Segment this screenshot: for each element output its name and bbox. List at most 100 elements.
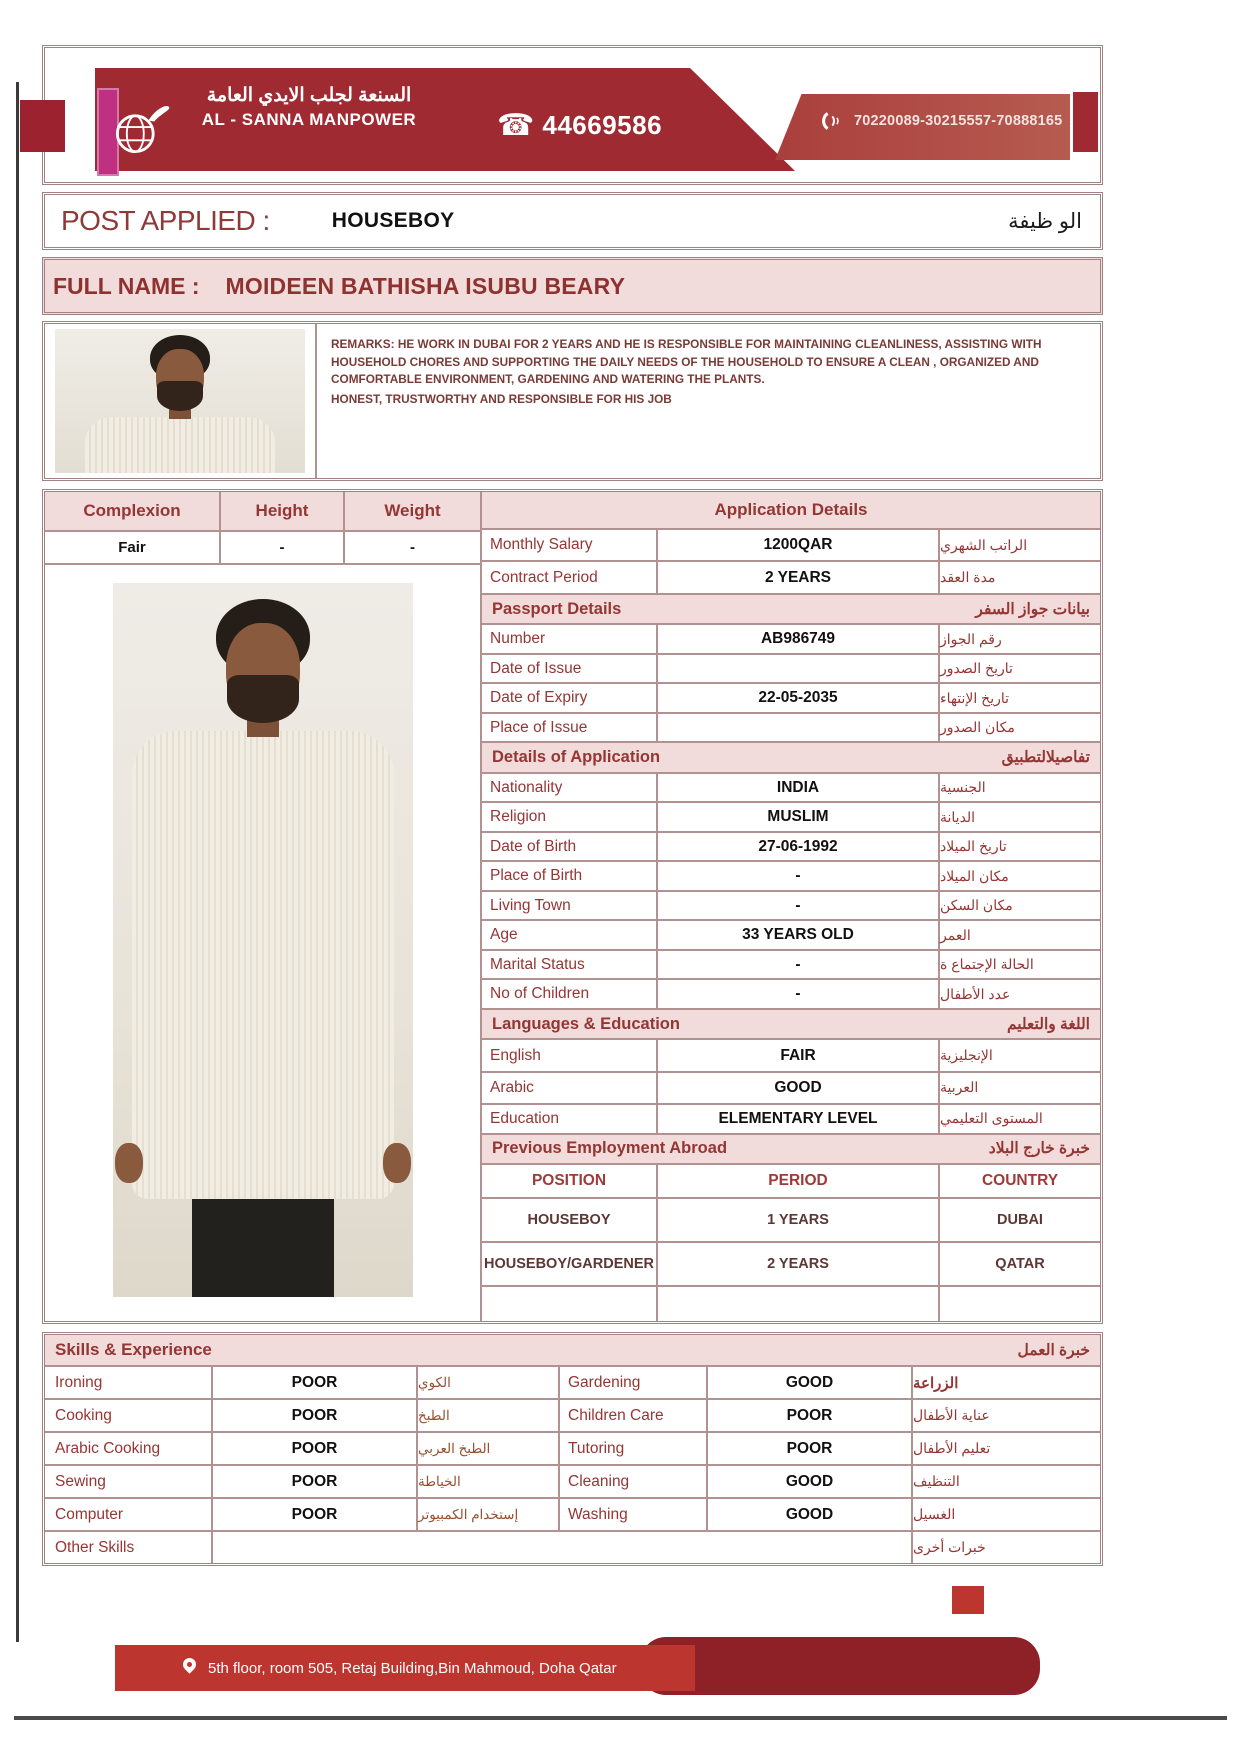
- field-label-arabic: الإنجليزية: [940, 1047, 993, 1064]
- other-skills-row: Other Skills خبرات أخرى: [45, 1532, 1100, 1563]
- field-value: INDIA: [658, 773, 940, 802]
- skill-rating: POOR: [213, 1499, 418, 1530]
- skill-label-arabic: الطبخ العربي: [418, 1433, 560, 1464]
- skills-title-arabic: خبرة العمل: [1017, 1341, 1090, 1359]
- footer-decor-square: [952, 1586, 984, 1614]
- table-row: Nationality INDIA الجنسية: [482, 773, 1100, 804]
- decor-magenta-bar: [97, 88, 119, 176]
- skill-label-arabic: الخياطة: [418, 1466, 560, 1497]
- field-label: Monthly Salary: [482, 530, 658, 561]
- skill-label-arabic: عناية الأطفال: [913, 1407, 990, 1423]
- position-value: HOUSEBOY/GARDENER: [482, 1243, 658, 1285]
- skill-label: Gardening: [560, 1367, 708, 1398]
- section-title-arabic: خبرة خارج البلاد: [988, 1140, 1090, 1158]
- employment-row-empty: [482, 1286, 1100, 1321]
- skills-row: Cooking POOR الطبخ Children Care POOR عن…: [45, 1400, 1100, 1433]
- field-label-arabic: مكان الصدور: [940, 719, 1015, 736]
- mobile-phone-icon: [822, 112, 839, 130]
- candidate-photo-large: [112, 583, 413, 1297]
- field-label: Date of Issue: [482, 654, 658, 683]
- field-label-arabic: عدد الأطفال: [940, 985, 1011, 1002]
- skill-label: Computer: [45, 1499, 213, 1530]
- field-value: [658, 713, 940, 742]
- skill-label: Other Skills: [45, 1532, 213, 1563]
- skills-row: Computer POOR إستخدام الكمبيوتر Washing …: [45, 1499, 1100, 1532]
- field-label: Arabic: [482, 1072, 658, 1104]
- remarks-section: REMARKS: HE WORK IN DUBAI FOR 2 YEARS AN…: [42, 321, 1103, 481]
- field-label: Living Town: [482, 891, 658, 920]
- scan-edge-line: [16, 82, 19, 1642]
- post-applied-value: HOUSEBOY: [331, 209, 455, 232]
- period-value: 2 YEARS: [658, 1243, 940, 1285]
- height-value: -: [221, 532, 345, 563]
- complexion-value: Fair: [45, 532, 221, 563]
- employment-column-headers: POSITION PERIOD COUNTRY: [482, 1165, 1100, 1200]
- remarks-line2: HONEST, TRUSTWORTHY AND RESPONSIBLE FOR …: [331, 392, 672, 407]
- field-value: [658, 654, 940, 683]
- languages-education-header: Languages & Education اللغة والتعليم: [482, 1009, 1100, 1041]
- period-header: PERIOD: [658, 1165, 940, 1198]
- skill-label-arabic: الغسيل: [913, 1506, 956, 1522]
- field-label: Contract Period: [482, 562, 658, 593]
- footer-address: 5th floor, room 505, Retaj Building,Bin …: [208, 1659, 617, 1677]
- field-label-arabic: مدة العقد: [940, 569, 996, 586]
- company-name: AL - SANNA MANPOWER: [201, 110, 417, 129]
- table-row: Religion MUSLIM الديانة: [482, 803, 1100, 833]
- full-name-row: FULL NAME : MOIDEEN BATHISHA ISUBU BEARY: [42, 257, 1103, 315]
- country-value: DUBAI: [997, 1212, 1043, 1229]
- details-of-application-header: Details of Application تفاصيلالتطبيق: [482, 743, 1100, 774]
- field-label: Date of Expiry: [482, 684, 658, 712]
- skill-rating: POOR: [213, 1367, 418, 1398]
- table-row: Age 33 YEARS OLD العمر: [482, 921, 1100, 951]
- skill-rating: POOR: [213, 1433, 418, 1464]
- weight-header: Weight: [384, 501, 441, 520]
- section-title-arabic: اللغة والتعليم: [1006, 1015, 1090, 1033]
- company-name-arabic: السنعة لجلب الايدي العامة: [206, 85, 412, 106]
- skills-header: Skills & Experience خبرة العمل: [45, 1335, 1100, 1367]
- passport-details-header: Passport Details بيانات جواز السفر: [482, 594, 1100, 626]
- section-title-arabic: تفاصيلالتطبيق: [1001, 749, 1090, 767]
- previous-employment-header: Previous Employment Abroad خبرة خارج الب…: [482, 1134, 1100, 1166]
- skill-label: Cleaning: [560, 1466, 708, 1497]
- field-label-arabic: الجنسية: [940, 779, 986, 796]
- field-value: -: [658, 891, 940, 920]
- skill-label-arabic: خبرات أخرى: [913, 1539, 986, 1555]
- post-applied-row: POST APPLIED : HOUSEBOY الو ظيفة: [42, 192, 1103, 250]
- table-row: Number AB986749 رقم الجواز: [482, 625, 1100, 655]
- skill-label-arabic: الطبخ: [418, 1400, 560, 1431]
- application-details-header: Application Details: [482, 492, 1100, 531]
- weight-value: -: [410, 539, 415, 556]
- field-label-arabic: رقم الجواز: [940, 630, 1002, 647]
- table-row: Marital Status - الحالة الإجتماع ة: [482, 950, 1100, 981]
- physical-header-row: Complexion Height Weight: [45, 492, 480, 532]
- skill-rating: GOOD: [708, 1499, 913, 1530]
- field-label: Marital Status: [482, 950, 658, 979]
- skill-label: Washing: [560, 1499, 708, 1530]
- field-label: Education: [482, 1105, 658, 1133]
- location-pin-icon: [180, 1654, 199, 1674]
- company-brand: السنعة لجلب الايدي العامة AL - SANNA MAN…: [173, 84, 445, 130]
- post-applied-label: POST APPLIED :: [61, 205, 270, 236]
- section-title: Passport Details: [492, 599, 622, 618]
- field-value: 33 YEARS OLD: [658, 921, 940, 949]
- skills-section: Skills & Experience خبرة العمل Ironing P…: [42, 1332, 1103, 1566]
- physical-and-photo-column: Complexion Height Weight Fair - -: [45, 492, 482, 1321]
- other-skills-value: [213, 1532, 913, 1563]
- skill-label: Tutoring: [560, 1433, 708, 1464]
- skill-rating: GOOD: [708, 1367, 913, 1398]
- document-frame: السنعة لجلب الايدي العامة AL - SANNA MAN…: [20, 45, 1103, 1566]
- table-row: Monthly Salary 1200QAR الراتب الشهري: [482, 530, 1100, 563]
- field-value: AB986749: [658, 625, 940, 653]
- field-label: Place of Issue: [482, 713, 658, 742]
- field-label-arabic: تاريخ الصدور: [940, 660, 1013, 677]
- section-title: Details of Application: [492, 748, 661, 767]
- footer-address-band: 5th floor, room 505, Retaj Building,Bin …: [115, 1645, 695, 1691]
- application-details-title: Application Details: [714, 500, 868, 520]
- field-value: FAIR: [658, 1040, 940, 1071]
- field-label-arabic: الحالة الإجتماع ة: [940, 956, 1034, 973]
- skill-label-arabic: الكوي: [418, 1367, 560, 1398]
- position-header: POSITION: [482, 1165, 658, 1198]
- skill-rating: POOR: [213, 1400, 418, 1431]
- field-label: Age: [482, 921, 658, 949]
